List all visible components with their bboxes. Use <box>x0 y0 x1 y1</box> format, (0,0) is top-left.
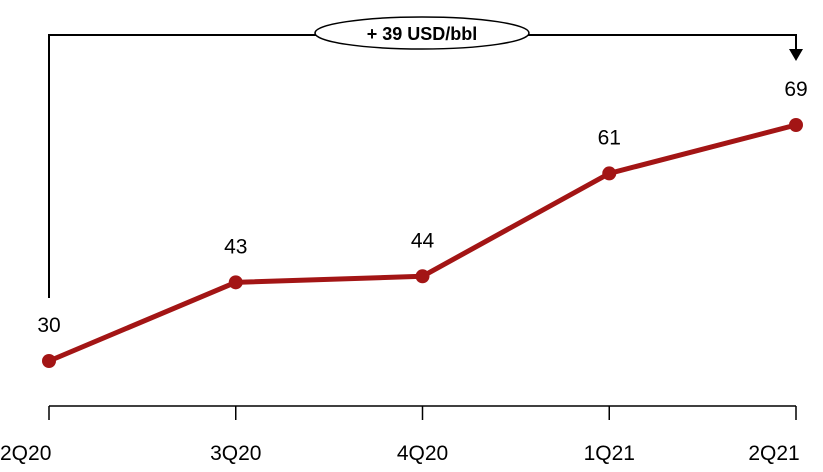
x-tick-label: 1Q21 <box>584 442 635 465</box>
annotation-oval <box>314 16 530 50</box>
annotation-text: + 39 USD/bbl <box>367 24 478 44</box>
data-label: 61 <box>598 126 621 149</box>
data-point <box>415 269 430 284</box>
data-label: 43 <box>224 235 247 258</box>
change-annotation: + 39 USD/bbl <box>48 16 803 298</box>
annotation-arrowhead <box>789 49 803 61</box>
data-point <box>789 118 803 132</box>
data-label: 44 <box>411 229 435 252</box>
data-point <box>42 354 56 368</box>
x-tick-label: 4Q20 <box>397 442 448 465</box>
data-point <box>228 275 243 290</box>
x-tick-label: 2Q21 <box>748 442 799 465</box>
data-label: 69 <box>784 78 807 101</box>
annotation-bracket <box>48 34 797 298</box>
data-label: 30 <box>37 314 60 337</box>
data-point <box>602 166 617 181</box>
x-tick-label: 2Q20 <box>0 442 51 465</box>
x-tick-label: 3Q20 <box>210 442 261 465</box>
